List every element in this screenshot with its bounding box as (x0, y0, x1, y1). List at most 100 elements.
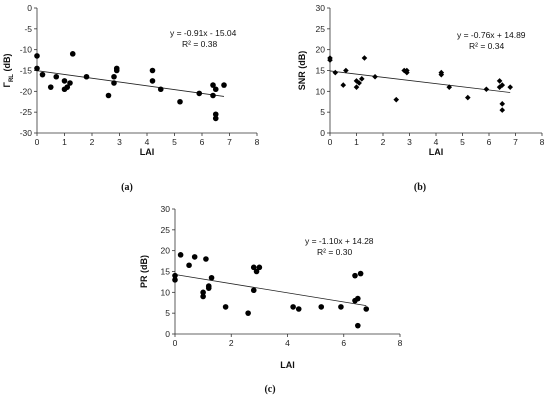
y-tick-label: 0 (27, 3, 32, 13)
x-tick-label: 2 (90, 137, 95, 147)
y-tick-label: 25 (161, 225, 171, 235)
x-tick-label: 6 (200, 137, 205, 147)
data-point (210, 82, 216, 88)
x-tick-label: 6 (341, 338, 346, 348)
data-point (356, 80, 362, 86)
data-point (340, 82, 347, 88)
data-point (53, 73, 60, 80)
data-point (245, 310, 251, 316)
r-squared-label: R² = 0.34 (469, 41, 504, 51)
data-point (404, 67, 410, 74)
data-point (212, 86, 219, 93)
y-tick-label: -25 (20, 107, 33, 117)
r-squared-label: R² = 0.38 (182, 39, 217, 49)
panel-label: (a) (121, 182, 133, 193)
data-point (499, 101, 506, 107)
data-point (105, 92, 112, 99)
trend-line (174, 274, 367, 307)
y-tick-label: 30 (161, 204, 171, 214)
regression-equation: y = -1.10x + 14.28 (305, 236, 374, 246)
x-axis-label: LAI (429, 147, 444, 157)
data-point (200, 289, 206, 296)
data-point (438, 71, 445, 78)
x-tick-label: 8 (398, 338, 403, 348)
data-point (34, 53, 40, 59)
data-point (210, 92, 216, 99)
x-tick-label: 3 (407, 137, 412, 147)
chart-panel-1: -30 -25 -20 -15 -10 -5 0 0 1 2 3 4 5 6 7 8 LAI ΓRL (dB) y … (2, 3, 260, 193)
data-point (357, 270, 364, 277)
data-point (222, 304, 229, 310)
data-point (250, 287, 257, 294)
y-tick-label: 0 (165, 329, 170, 339)
data-point (83, 73, 90, 80)
data-point (61, 78, 68, 84)
trend-line (329, 70, 511, 93)
data-point (186, 262, 192, 269)
data-point (338, 304, 344, 310)
y-tick-label: 15 (161, 267, 171, 277)
data-point (200, 293, 206, 300)
data-point (191, 254, 198, 260)
x-tick-label: 8 (540, 137, 545, 147)
data-point (177, 98, 183, 105)
y-tick-label: 10 (316, 86, 326, 96)
x-tick-label: 3 (117, 137, 122, 147)
data-point (64, 84, 71, 90)
x-tick-label: 5 (460, 137, 465, 147)
data-point (205, 285, 212, 291)
data-point (361, 55, 368, 61)
y-tick-label: -30 (20, 128, 33, 138)
y-axis-label: SNR (dB) (297, 51, 307, 91)
data-point (39, 71, 46, 78)
data-point (355, 322, 361, 329)
y-tick-label: 25 (316, 24, 326, 34)
y-tick-label: 20 (161, 246, 171, 256)
x-tick-label: 7 (227, 137, 232, 147)
x-tick-label: 4 (434, 137, 439, 147)
data-point (34, 65, 40, 72)
x-tick-label: 4 (145, 137, 150, 147)
data-point (47, 84, 54, 90)
data-point (496, 78, 503, 84)
x-tick-label: 4 (285, 338, 290, 348)
y-tick-label: 0 (320, 128, 325, 138)
x-axis-label: LAI (280, 360, 295, 370)
x-tick-label: 5 (172, 137, 177, 147)
panel-label: (b) (414, 182, 426, 193)
data-point (499, 107, 506, 113)
data-point (359, 76, 365, 82)
y-tick-label: -20 (20, 86, 33, 96)
data-point (203, 256, 209, 262)
data-point (253, 268, 260, 275)
data-point (372, 73, 378, 80)
x-tick-label: 1 (62, 137, 67, 147)
x-tick-label: 6 (487, 137, 492, 147)
y-tick-label: 15 (316, 66, 326, 76)
data-point (332, 69, 339, 76)
data-point (212, 115, 219, 122)
y-tick-label: 5 (320, 107, 325, 117)
data-point (318, 304, 325, 310)
y-tick-label: 10 (161, 287, 171, 297)
data-point (157, 86, 164, 93)
data-point (352, 272, 358, 279)
data-point (250, 264, 257, 271)
data-point (446, 84, 453, 90)
y-axis-label: ΓRL (dB) (2, 54, 15, 88)
y-tick-label: -10 (20, 45, 33, 55)
data-point (393, 96, 400, 103)
data-point (256, 264, 263, 271)
data-point (67, 80, 73, 86)
x-tick-label: 2 (381, 137, 386, 147)
data-point (149, 78, 156, 84)
y-tick-label: -15 (20, 66, 33, 76)
data-point (290, 304, 296, 310)
data-point (353, 84, 360, 90)
data-point (212, 111, 219, 118)
x-tick-label: 0 (328, 137, 333, 147)
x-tick-label: 7 (513, 137, 518, 147)
data-point (343, 67, 349, 74)
data-point (69, 51, 76, 57)
